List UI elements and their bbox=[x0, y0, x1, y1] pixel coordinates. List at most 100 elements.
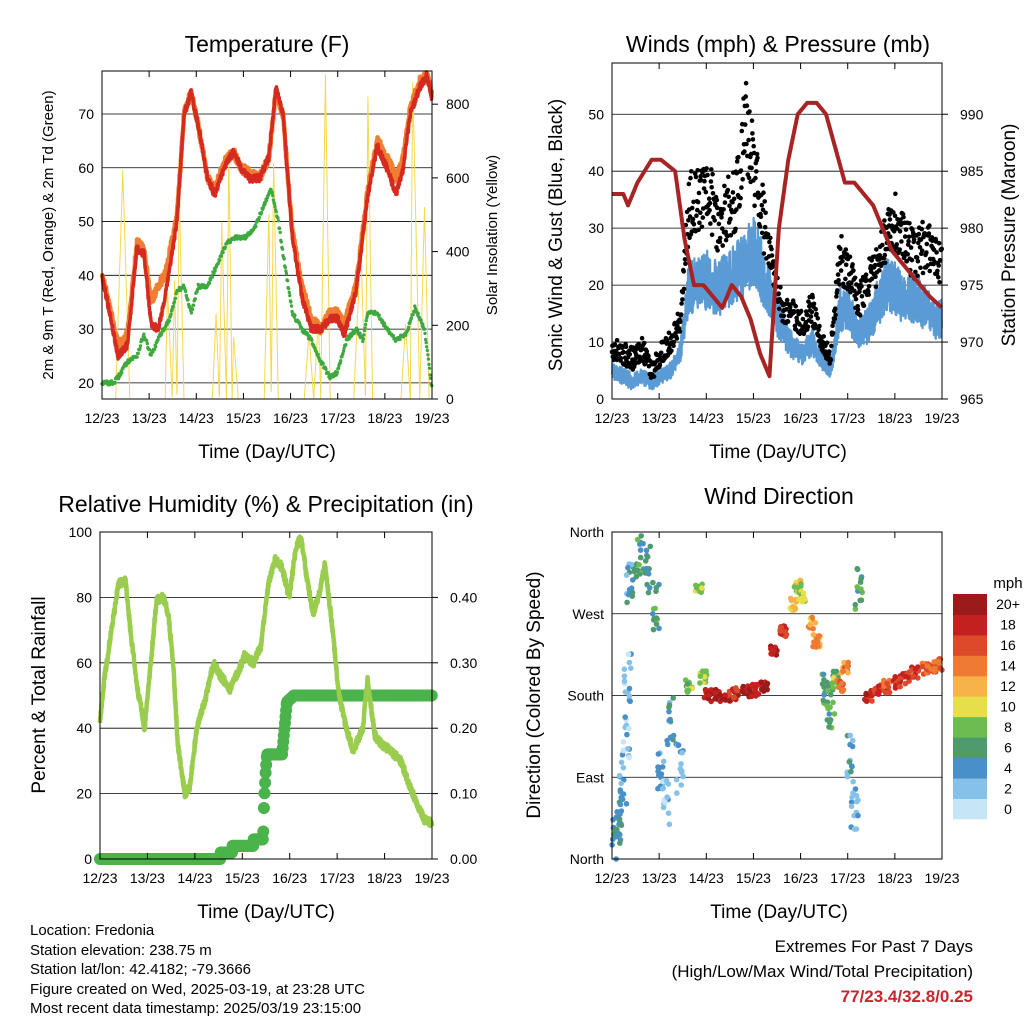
dewpoint-point bbox=[282, 257, 286, 261]
direction-point bbox=[685, 687, 692, 694]
temperature-xlabel: Time (Day/UTC) bbox=[198, 442, 336, 463]
dewpoint-point bbox=[427, 366, 432, 370]
direction-point bbox=[626, 586, 633, 593]
gust-point bbox=[719, 211, 725, 216]
gust-point bbox=[887, 212, 892, 217]
x-tick-label: 19/23 bbox=[924, 410, 959, 426]
direction-point bbox=[650, 579, 656, 586]
gust-point bbox=[866, 284, 872, 289]
gust-point bbox=[864, 278, 869, 283]
dewpoint-point bbox=[156, 338, 160, 342]
dewpoint-point bbox=[352, 331, 356, 335]
dewpoint-point bbox=[216, 261, 221, 265]
direction-point bbox=[839, 680, 845, 687]
gust-point bbox=[911, 237, 917, 242]
x-tick-label: 14/23 bbox=[177, 870, 212, 886]
y2-tick-label: 0.30 bbox=[450, 655, 477, 671]
direction-point bbox=[670, 695, 676, 701]
direction-point bbox=[664, 794, 670, 800]
colorbar-swatch bbox=[953, 594, 987, 615]
y-tick-label: 30 bbox=[588, 220, 604, 236]
gust-point bbox=[936, 240, 942, 246]
gust-point bbox=[755, 155, 760, 161]
direction-point bbox=[666, 821, 673, 828]
x-tick-label: 19/23 bbox=[414, 870, 449, 886]
x-tick-label: 13/23 bbox=[132, 410, 167, 426]
direction-point bbox=[840, 687, 847, 693]
direction-point bbox=[618, 808, 625, 814]
x-tick-label: 14/23 bbox=[179, 410, 214, 426]
gust-point bbox=[913, 269, 918, 275]
gust-point bbox=[924, 241, 930, 247]
direction-point bbox=[935, 658, 942, 665]
gust-point bbox=[657, 362, 663, 367]
gust-point bbox=[835, 272, 841, 277]
direction-point bbox=[857, 579, 864, 585]
direction-point bbox=[810, 632, 817, 638]
dewpoint-point bbox=[425, 345, 429, 349]
gust-point bbox=[776, 306, 782, 312]
gust-point bbox=[830, 330, 836, 336]
gust-point bbox=[821, 334, 826, 339]
gust-point bbox=[877, 268, 882, 273]
direction-point bbox=[628, 665, 634, 671]
x-tick-label: 12/23 bbox=[82, 870, 117, 886]
x-tick-label: 13/23 bbox=[642, 870, 677, 886]
dewpoint-point bbox=[145, 339, 149, 343]
gust-point bbox=[757, 224, 763, 229]
2m-t-line bbox=[100, 71, 434, 361]
gust-point bbox=[855, 304, 860, 309]
gust-point bbox=[903, 227, 909, 232]
gust-point bbox=[917, 245, 923, 250]
direction-point bbox=[618, 822, 625, 829]
dewpoint-point bbox=[336, 366, 341, 370]
direction-point bbox=[777, 628, 783, 634]
direction-point bbox=[764, 680, 771, 687]
x-tick-label: 17/23 bbox=[830, 870, 865, 886]
gust-point bbox=[824, 340, 830, 346]
direction-point bbox=[699, 585, 705, 591]
gust-point bbox=[800, 316, 806, 322]
x-tick-label: 15/23 bbox=[736, 870, 771, 886]
dewpoint-point bbox=[363, 326, 367, 330]
gust-point bbox=[809, 319, 814, 325]
dewpoint-point bbox=[171, 304, 175, 309]
humidity-title: Relative Humidity (%) & Precipitation (i… bbox=[58, 491, 473, 517]
gust-point bbox=[809, 309, 815, 315]
rainfall-point bbox=[257, 825, 270, 838]
gust-point bbox=[787, 304, 793, 310]
direction-point bbox=[845, 659, 851, 666]
gust-point bbox=[882, 252, 888, 258]
gust-point bbox=[828, 357, 834, 363]
gust-point bbox=[835, 288, 840, 293]
gust-point bbox=[866, 292, 871, 297]
humidity-xlabel: Time (Day/UTC) bbox=[197, 902, 335, 923]
temperature-panel: Temperature (F) Time (Day/UTC) 2m & 9m T… bbox=[40, 31, 501, 463]
dewpoint-point bbox=[207, 281, 212, 285]
gust-point bbox=[706, 196, 712, 201]
gust-point bbox=[705, 172, 710, 178]
gust-point bbox=[725, 187, 731, 193]
colorbar-swatch bbox=[953, 675, 987, 697]
gust-point bbox=[859, 294, 865, 299]
gust-point bbox=[832, 306, 838, 312]
gust-point bbox=[733, 226, 738, 232]
dewpoint-point bbox=[210, 275, 214, 279]
gust-point bbox=[758, 214, 764, 219]
direction-point bbox=[636, 562, 642, 568]
dewpoint-point bbox=[364, 318, 368, 323]
dewpoint-point bbox=[221, 250, 225, 255]
gust-point bbox=[734, 159, 740, 164]
direction-point bbox=[854, 584, 860, 590]
direction-point bbox=[626, 659, 633, 666]
gust-point bbox=[709, 232, 715, 238]
dewpoint-point bbox=[425, 348, 429, 353]
gust-point bbox=[722, 183, 727, 189]
y2-tick-label: 0.20 bbox=[450, 720, 477, 736]
gust-point bbox=[689, 169, 694, 174]
direction-point bbox=[634, 567, 641, 574]
direction-point bbox=[903, 673, 909, 680]
dewpoint-point bbox=[113, 380, 117, 385]
gust-point bbox=[685, 231, 690, 237]
x-tick-label: 13/23 bbox=[642, 410, 677, 426]
